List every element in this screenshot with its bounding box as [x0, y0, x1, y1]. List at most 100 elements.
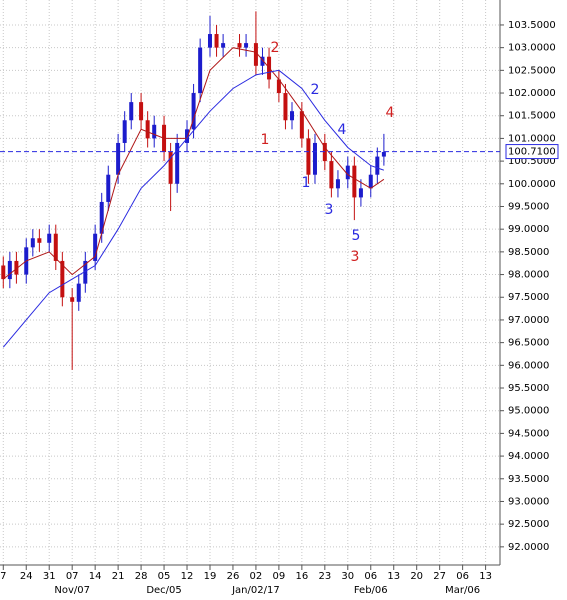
y-tick-label: 93.0000: [508, 496, 549, 507]
x-tick-label: 20: [410, 571, 423, 582]
y-tick-label: 98.0000: [508, 270, 549, 281]
candle-body: [70, 297, 75, 302]
wave-label: 2: [311, 82, 320, 98]
wave-label: 5: [352, 228, 361, 244]
y-tick-label: 102.5000: [508, 65, 556, 76]
x-tick-label: 09: [273, 571, 286, 582]
x-tick-label: 21: [112, 571, 125, 582]
candle-body: [1, 265, 6, 280]
x-tick-label: 13: [479, 571, 492, 582]
y-tick-label: 97.5000: [508, 292, 549, 303]
x-tick-label: 05: [158, 571, 171, 582]
candle-body: [352, 165, 357, 198]
y-tick-label: 101.0000: [508, 133, 556, 144]
x-major-label: Mar/06: [445, 585, 480, 596]
x-major-label: Feb/06: [354, 585, 388, 596]
x-major-label: Dec/05: [146, 585, 181, 596]
y-tick-label: 100.5000: [508, 156, 556, 167]
candle-body: [93, 233, 98, 261]
y-tick-label: 92.5000: [508, 519, 549, 530]
x-tick-label: 02: [250, 571, 263, 582]
candle-body: [14, 260, 19, 275]
candle-body: [345, 165, 350, 180]
wave-label: 4: [386, 105, 395, 121]
x-tick-label: 07: [66, 571, 79, 582]
moving-average: [2, 69, 385, 348]
x-major-label: Nov/07: [54, 585, 90, 596]
x-tick-label: 06: [456, 571, 469, 582]
x-tick-label: 26: [227, 571, 240, 582]
x-tick-label: 14: [89, 571, 102, 582]
x-tick-label: 28: [135, 571, 148, 582]
candle-body: [175, 142, 180, 184]
candle-body: [106, 174, 111, 202]
candle-body: [139, 102, 144, 121]
y-tick-label: 98.5000: [508, 247, 549, 258]
wave-label: 3: [325, 202, 334, 218]
candle-body: [53, 233, 58, 261]
candle-body: [306, 138, 311, 175]
x-tick-label: 27: [433, 571, 446, 582]
candle-body: [122, 120, 127, 143]
candle-body: [260, 56, 265, 66]
y-tick-label: 99.0000: [508, 224, 549, 235]
candle-body: [47, 233, 52, 243]
candle-body: [185, 129, 190, 143]
y-tick-label: 99.5000: [508, 201, 549, 212]
candle-body: [198, 47, 203, 94]
candle-body: [253, 43, 258, 66]
y-tick-label: 94.0000: [508, 451, 549, 462]
last-price-box: [505, 144, 559, 160]
candle-body: [221, 43, 226, 48]
candle-body: [283, 93, 288, 121]
y-tick-label: 92.0000: [508, 542, 549, 553]
candle-body: [7, 260, 12, 280]
candle-body: [129, 102, 134, 121]
candle-body: [329, 161, 334, 189]
candle-body: [368, 174, 373, 189]
y-tick-label: 103.0000: [508, 43, 556, 54]
x-tick-label: 23: [318, 571, 331, 582]
x-tick-label: 06: [364, 571, 377, 582]
candle-body: [312, 142, 317, 175]
candle-body: [37, 238, 42, 243]
y-tick-label: 95.5000: [508, 383, 549, 394]
y-tick-label: 100.0000: [508, 179, 556, 190]
candle-body: [83, 260, 88, 284]
y-tick-label: 97.0000: [508, 315, 549, 326]
x-tick-label: 7: [0, 571, 6, 582]
x-tick-label: 24: [20, 571, 33, 582]
candle-body: [30, 238, 35, 248]
candle-body: [237, 43, 242, 48]
x-tick-label: 31: [43, 571, 56, 582]
y-tick-label: 103.5000: [508, 20, 556, 31]
plot-area: [0, 0, 500, 565]
x-tick-label: 19: [204, 571, 217, 582]
candle-body: [214, 34, 219, 48]
candle-body: [145, 120, 150, 139]
y-tick-label: 96.5000: [508, 338, 549, 349]
candle-body: [116, 142, 121, 175]
candle-body: [375, 156, 380, 175]
x-tick-label: 13: [387, 571, 400, 582]
x-major-label: Jan/02/17: [231, 585, 280, 596]
wave-label: 1: [261, 132, 270, 148]
candle-body: [76, 283, 81, 302]
candle-body: [276, 79, 281, 94]
candle-body: [358, 188, 363, 198]
last-price-label: 100.7100: [508, 147, 556, 158]
y-tick-label: 93.5000: [508, 474, 549, 485]
y-tick-label: 102.0000: [508, 88, 556, 99]
wave-label: 2: [271, 40, 280, 56]
x-tick-label: 12: [181, 571, 194, 582]
candle-body: [381, 152, 386, 157]
candle-body: [244, 43, 249, 48]
candle-body: [191, 93, 196, 130]
wave-label: 3: [351, 249, 360, 265]
y-tick-label: 101.5000: [508, 111, 556, 122]
wave-label: 1: [302, 175, 311, 191]
x-tick-label: 16: [295, 571, 308, 582]
y-tick-label: 95.0000: [508, 406, 549, 417]
candle-body: [335, 179, 340, 189]
